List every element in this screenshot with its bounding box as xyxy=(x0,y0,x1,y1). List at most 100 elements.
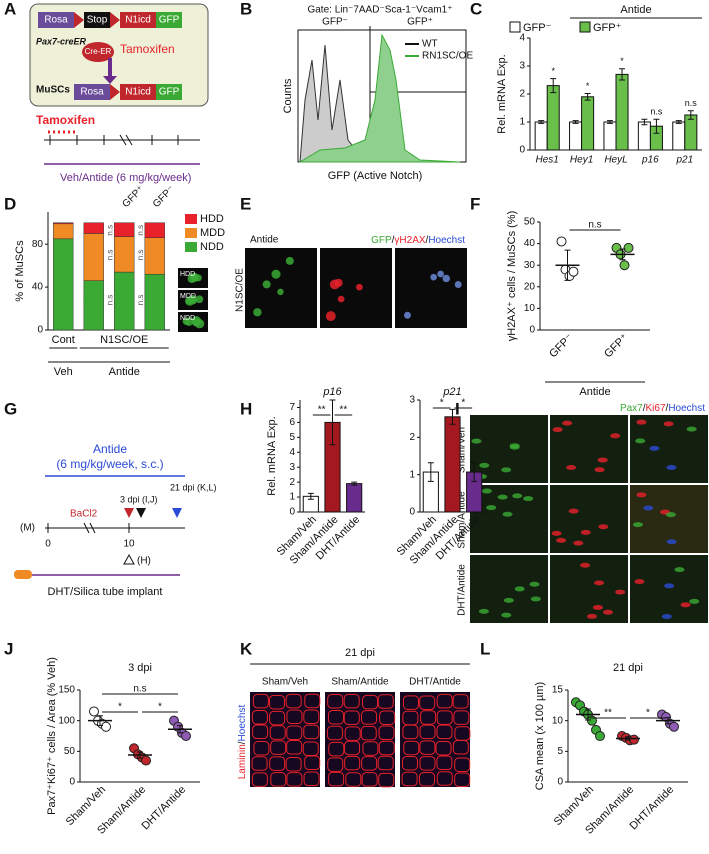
arrow-head xyxy=(103,76,117,84)
y-tick-label: 5 xyxy=(557,746,563,757)
gfp: GFP xyxy=(159,87,180,98)
sep: / xyxy=(392,235,395,246)
chart-title: 21 dpi xyxy=(613,662,643,674)
cell xyxy=(325,311,336,322)
error-bar xyxy=(550,78,557,94)
cell xyxy=(573,540,584,546)
fiber xyxy=(419,724,436,740)
rosa-box xyxy=(74,84,110,100)
fiber xyxy=(361,772,378,787)
error-bar xyxy=(329,399,336,446)
cell xyxy=(610,433,621,439)
point xyxy=(101,721,111,732)
treatment: Veh/Antide (6 mg/kg/week) xyxy=(60,172,191,184)
cell xyxy=(580,562,591,568)
cell xyxy=(643,505,654,511)
fiber xyxy=(286,725,303,741)
legend-swatch xyxy=(185,228,197,238)
bar xyxy=(534,121,548,151)
y-tick-label: 0 xyxy=(557,777,563,788)
creer: Cre-ER xyxy=(85,47,112,56)
cell xyxy=(486,505,497,511)
y-tick-label: 0 xyxy=(529,325,535,336)
cell xyxy=(195,295,204,304)
cell xyxy=(680,602,691,608)
loxp xyxy=(110,12,120,28)
bar xyxy=(672,121,686,151)
tamoxifen-schedule: Tamoxifen xyxy=(36,113,95,127)
channel: Hoechst xyxy=(428,235,465,246)
x-label: GFP (Active Notch) xyxy=(328,170,423,182)
y-tick-label: 7 xyxy=(289,402,295,413)
cell xyxy=(191,316,202,326)
cell xyxy=(580,529,591,535)
fiber xyxy=(453,710,470,725)
channel: γH2AX xyxy=(394,235,425,246)
y-tick-label: 50 xyxy=(524,217,536,228)
y-tick-label: 3 xyxy=(289,462,295,473)
loxp xyxy=(74,12,84,28)
cell xyxy=(334,278,343,287)
x-tick-label: p16 xyxy=(641,155,659,166)
implant xyxy=(14,570,32,579)
annotation: * xyxy=(84,223,87,232)
fiber xyxy=(344,755,361,771)
legend-label: GFP⁺ xyxy=(593,22,622,34)
fiber xyxy=(328,771,345,787)
bacl2: BaCl2 xyxy=(70,509,98,520)
fiber xyxy=(327,709,344,725)
cell xyxy=(602,609,613,615)
n1icd-box xyxy=(120,12,156,28)
cell xyxy=(666,465,677,471)
x-tick-label: p21 xyxy=(675,155,693,166)
y-label: Counts xyxy=(282,78,294,113)
fiber xyxy=(454,757,471,772)
bar xyxy=(603,121,617,151)
fiber xyxy=(327,693,344,709)
fiber xyxy=(436,710,453,725)
fiber xyxy=(286,740,303,755)
n1icd-box xyxy=(120,84,156,100)
fiber xyxy=(360,725,377,741)
channel: Laminin xyxy=(237,744,248,779)
fiber xyxy=(252,724,269,740)
cell xyxy=(523,496,534,502)
fiber xyxy=(251,756,268,771)
error-bar xyxy=(351,481,358,486)
fiber xyxy=(303,771,320,787)
inset-label: HDD xyxy=(180,271,195,278)
bar xyxy=(637,121,651,151)
tick: 0 xyxy=(45,539,51,550)
panel-label: I xyxy=(455,399,460,418)
panel-label: F xyxy=(470,194,480,213)
cell xyxy=(663,421,674,427)
y-tick-label: 4 xyxy=(289,447,295,458)
y-tick-label: 40 xyxy=(32,282,44,293)
fiber xyxy=(378,740,395,756)
fiber xyxy=(303,709,320,724)
y-tick-label: 2 xyxy=(519,89,525,100)
inset-label: MDD xyxy=(180,293,196,300)
y-label: Pax7⁺Ki67⁺ cells / Area (% Veh) xyxy=(46,657,58,815)
sep: / xyxy=(426,235,429,246)
tick: 10 xyxy=(123,539,135,550)
gfp-neg: GFP⁻ xyxy=(322,17,348,28)
fiber xyxy=(362,741,379,756)
cell xyxy=(597,457,608,463)
cell xyxy=(479,462,490,468)
point xyxy=(669,721,679,732)
header: Antide xyxy=(620,4,651,16)
cell xyxy=(497,494,508,500)
channel: Hoechst xyxy=(237,705,248,742)
cell xyxy=(501,467,512,473)
annotation: * xyxy=(84,250,87,259)
error-bar xyxy=(585,708,591,721)
fiber xyxy=(343,710,360,725)
h-mark xyxy=(123,553,135,565)
fiber xyxy=(269,756,286,771)
annotation: n.s xyxy=(136,225,145,236)
y-tick-label: 0 xyxy=(519,145,525,156)
fiber xyxy=(269,725,286,740)
axis xyxy=(539,222,650,331)
fiber xyxy=(419,740,436,755)
